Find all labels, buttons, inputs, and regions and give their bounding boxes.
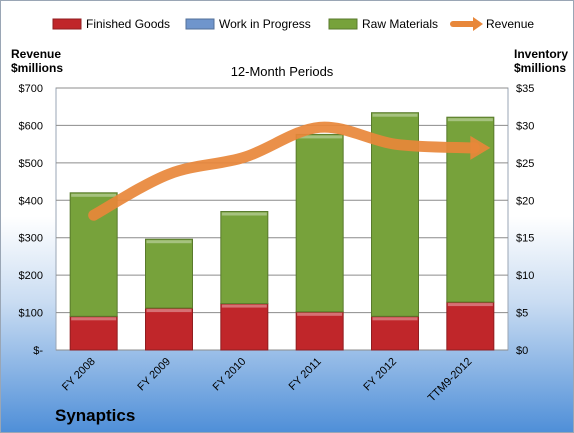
right-tick-label: $5 — [516, 308, 528, 320]
x-tick-label: FY 2010 — [211, 356, 249, 394]
bar-finished-goods — [295, 311, 344, 351]
bar-raw-materials — [295, 133, 344, 313]
left-tick-label: $500 — [19, 158, 43, 170]
right-axis-title-line-2: $millions — [514, 61, 567, 75]
right-tick-label: $15 — [516, 233, 534, 245]
right-tick-label: $10 — [516, 270, 534, 282]
right-tick-label: $20 — [516, 195, 534, 207]
bar-raw-materials — [145, 238, 193, 309]
left-tick-label: $200 — [19, 270, 43, 282]
bar-highlight — [447, 118, 493, 122]
left-tick-label: $100 — [19, 308, 43, 320]
x-tick-label: TTM9-2012 — [426, 356, 475, 405]
bar-raw-materials — [220, 211, 269, 305]
right-axis-title-line-1: Inventory — [514, 47, 569, 61]
right-tick-label: $30 — [516, 120, 534, 132]
legend-swatch-work-in-progress — [185, 18, 215, 30]
bar-highlight — [71, 193, 117, 197]
bar-finished-goods — [371, 315, 419, 351]
bar-highlight — [297, 135, 343, 139]
bar-finished-goods — [446, 301, 495, 351]
right-tick-label: $25 — [516, 158, 534, 170]
right-axis-title: Inventory $millions — [514, 47, 568, 75]
company-name: Synaptics — [55, 406, 136, 425]
bar-highlight — [221, 212, 267, 216]
x-tick-label: FY 2008 — [60, 356, 98, 394]
right-tick-label: $35 — [516, 83, 534, 95]
x-tick-label: FY 2011 — [287, 356, 324, 393]
bar-highlight — [146, 240, 192, 244]
bar-finished-goods — [145, 307, 193, 351]
left-tick-label: $400 — [19, 195, 43, 207]
plot-area — [55, 87, 509, 351]
bar-highlight — [71, 317, 117, 321]
bar-highlight — [221, 304, 267, 308]
bar-highlight — [372, 317, 418, 321]
revenue-line-arrowhead — [470, 135, 491, 160]
left-axis-title: Revenue $millions — [11, 47, 63, 75]
left-tick-label: $300 — [19, 233, 43, 245]
legend-label: Revenue — [486, 17, 534, 31]
legend-label: Finished Goods — [86, 17, 170, 31]
bar-highlight — [297, 312, 343, 316]
right-tick-label: $0 — [516, 345, 528, 357]
bar-finished-goods — [220, 303, 269, 351]
revenue-line — [88, 121, 480, 221]
chart-title: 12-Month Periods — [231, 64, 334, 79]
left-tick-label: $700 — [19, 83, 43, 95]
legend-label: Raw Materials — [362, 17, 438, 31]
legend-swatch-arrow — [473, 17, 483, 31]
left-tick-label: $600 — [19, 120, 43, 132]
left-tick-label: $- — [33, 345, 43, 357]
x-tick-label: FY 2012 — [361, 356, 399, 394]
legend-swatch-raw-materials — [328, 18, 358, 30]
x-tick-label: FY 2009 — [135, 356, 173, 394]
left-axis-title-line-1: Revenue — [11, 47, 62, 61]
bar-finished-goods — [69, 315, 118, 351]
bar-highlight — [146, 309, 192, 313]
bar-highlight — [447, 303, 493, 307]
legend-swatch-finished-goods — [52, 18, 82, 30]
legend-label: Work in Progress — [219, 17, 311, 31]
left-axis-title-line-2: $millions — [11, 61, 64, 75]
bar-highlight — [372, 113, 418, 117]
